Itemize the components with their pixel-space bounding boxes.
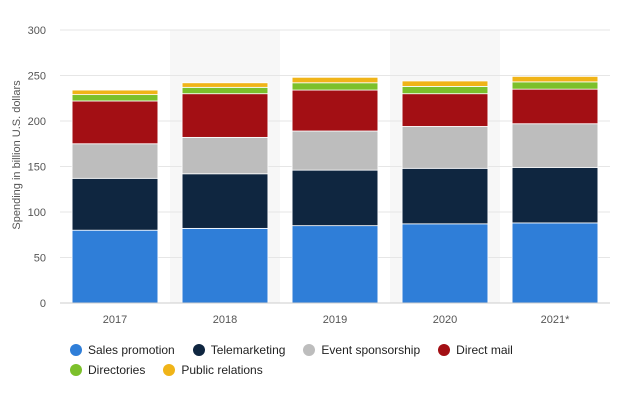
y-tick-label: 250 — [28, 71, 46, 83]
legend-swatch-direct-mail — [438, 344, 451, 356]
bar-segment-directories — [71, 94, 159, 102]
bar-segment-directories — [291, 82, 379, 91]
x-tick-label: 2021* — [541, 314, 570, 326]
x-tick-label: 2020 — [433, 314, 457, 326]
x-tick-label: 2017 — [103, 314, 127, 326]
bar-segment-sales-promotion — [511, 222, 599, 304]
x-tick-label: 2019 — [323, 314, 347, 326]
legend-swatch-public-relations — [163, 364, 176, 376]
bar-segment-directories — [511, 81, 599, 90]
legend-item-public-relations[interactable]: Public relations — [163, 363, 263, 377]
legend-row-2: Directories Public relations — [70, 363, 590, 377]
bar-segment-public-relations — [511, 76, 599, 83]
legend-label: Public relations — [181, 363, 263, 377]
y-tick-label: 100 — [28, 207, 46, 219]
bar-segment-public-relations — [181, 82, 269, 88]
bar-segment-telemarketing — [71, 177, 159, 231]
bar-segment-direct-mail — [511, 88, 599, 125]
legend-swatch-telemarketing — [192, 344, 205, 356]
legend-label: Event sponsorship — [321, 343, 421, 357]
bar-segment-directories — [401, 86, 489, 95]
bar-segment-event-sponsorship — [181, 136, 269, 175]
bar-segment-public-relations — [401, 80, 489, 87]
y-axis: 0 50 100 150 200 250 300 — [28, 25, 46, 310]
legend-item-sales-promotion[interactable]: Sales promotion — [70, 343, 175, 357]
bar-segment-sales-promotion — [291, 225, 379, 304]
bar-segment-public-relations — [71, 89, 159, 96]
bar-segment-telemarketing — [401, 167, 489, 225]
legend-item-directories[interactable]: Directories — [70, 363, 145, 377]
bar-segment-telemarketing — [291, 169, 379, 227]
bar-segment-directories — [181, 86, 269, 95]
legend-swatch-sales-promotion — [70, 344, 82, 356]
bar-segment-telemarketing — [511, 167, 599, 224]
y-tick-label: 0 — [40, 298, 46, 310]
legend-item-event-sponsorship[interactable]: Event sponsorship — [303, 343, 420, 357]
bar-segment-event-sponsorship — [401, 126, 489, 169]
bar-segment-telemarketing — [181, 173, 269, 229]
y-tick-label: 300 — [28, 25, 46, 37]
bars — [71, 76, 599, 304]
bar-segment-event-sponsorship — [291, 130, 379, 171]
bar-segment-direct-mail — [71, 100, 159, 145]
legend-label: Sales promotion — [88, 343, 175, 357]
legend-label: Telemarketing — [210, 343, 286, 357]
legend: Sales promotion Telemarketing Event spon… — [70, 343, 590, 383]
y-tick-label: 200 — [28, 116, 46, 128]
y-tick-label: 50 — [34, 253, 46, 265]
y-tick-label: 150 — [28, 162, 46, 174]
bar-segment-event-sponsorship — [71, 143, 159, 179]
bar-segment-public-relations — [291, 76, 379, 84]
legend-swatch-directories — [70, 364, 82, 376]
bar-segment-direct-mail — [401, 93, 489, 127]
bar-segment-direct-mail — [291, 89, 379, 132]
bar-segment-sales-promotion — [71, 229, 159, 304]
x-axis: 2017 2018 2019 2020 2021* — [60, 302, 610, 326]
bar-segment-event-sponsorship — [511, 123, 599, 168]
bar-segment-direct-mail — [181, 93, 269, 138]
legend-item-telemarketing[interactable]: Telemarketing — [192, 343, 286, 357]
legend-row-1: Sales promotion Telemarketing Event spon… — [70, 343, 590, 357]
bar-segment-sales-promotion — [401, 223, 489, 304]
bar-segment-sales-promotion — [181, 227, 269, 304]
y-axis-label: Spending in billion U.S. dollars — [11, 80, 23, 230]
legend-label: Direct mail — [456, 343, 513, 357]
legend-swatch-event-sponsorship — [303, 344, 316, 356]
x-tick-label: 2018 — [213, 314, 237, 326]
legend-item-direct-mail[interactable]: Direct mail — [438, 343, 513, 357]
legend-label: Directories — [88, 363, 146, 377]
